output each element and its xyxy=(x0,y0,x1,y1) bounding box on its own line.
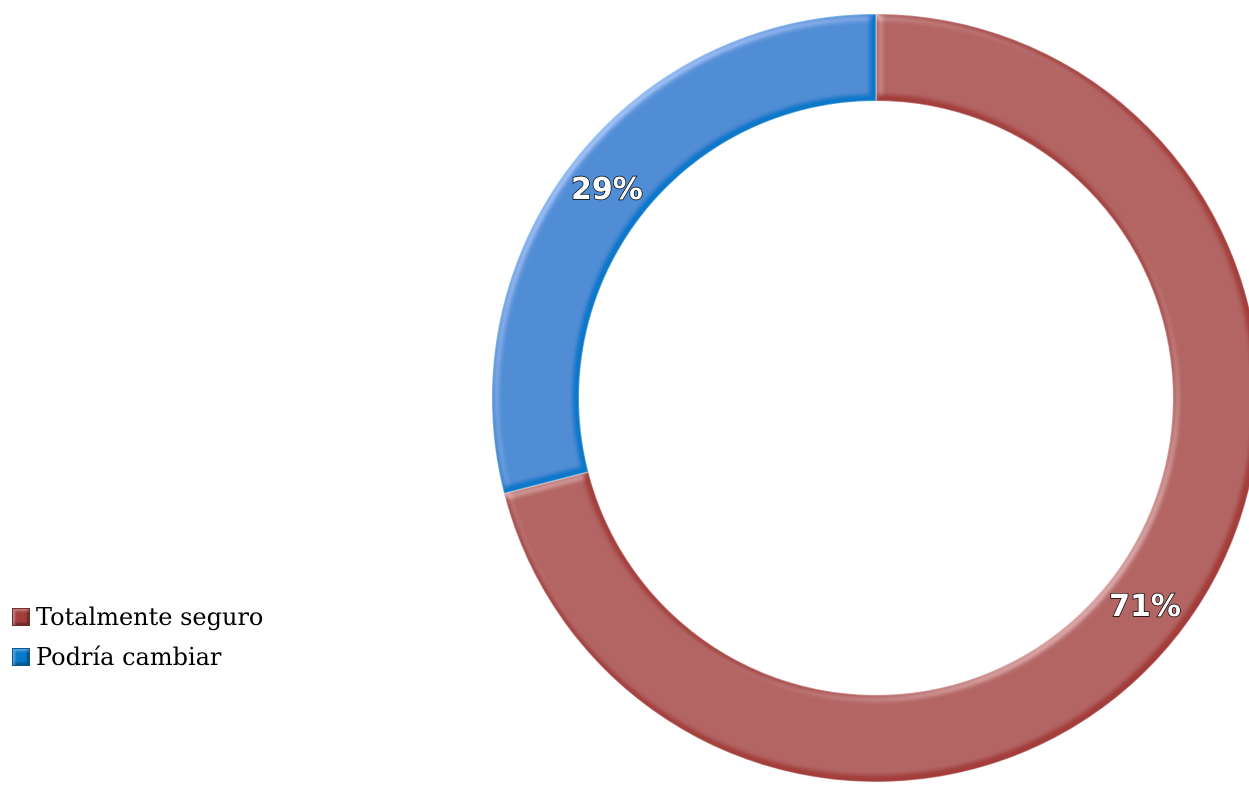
data-label-totalmente-seguro: 71% xyxy=(1109,589,1181,624)
legend: Totalmente seguro Podría cambiar xyxy=(12,600,263,680)
data-label-podria-cambiar: 29% xyxy=(571,172,643,207)
legend-swatch-podria-cambiar xyxy=(12,648,30,666)
legend-swatch-totalmente-seguro xyxy=(12,608,30,626)
donut-slices xyxy=(491,13,1249,783)
legend-item-podria-cambiar: Podría cambiar xyxy=(12,640,263,674)
legend-label: Totalmente seguro xyxy=(36,603,264,631)
donut-data-labels: 71% 29% xyxy=(570,171,1181,625)
legend-label: Podría cambiar xyxy=(36,643,222,671)
donut-slice-podria-cambiar xyxy=(491,13,877,495)
legend-item-totalmente-seguro: Totalmente seguro xyxy=(12,600,263,634)
donut-slice-totalmente-seguro xyxy=(503,13,1249,783)
